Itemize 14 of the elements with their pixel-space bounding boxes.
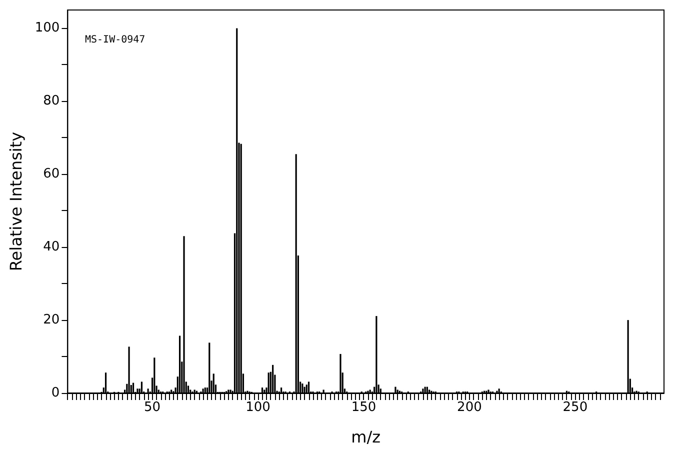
y-tick-label: 60 [43,166,60,182]
x-tick-label: 50 [144,400,161,415]
x-axis-title: m/z [351,428,381,446]
x-tick-label: 250 [562,400,588,415]
x-tick-label: 200 [457,400,482,415]
x-tick-label: 100 [246,400,270,415]
annotation: MS-IW-0947 [85,34,146,46]
y-tick-label: 80 [43,94,60,109]
y-tick-label: 100 [34,20,60,36]
x-tick-label: 150 [351,400,376,415]
y-tick-label: 20 [43,312,60,328]
y-tick-label: 40 [43,240,60,255]
y-tick-label: 0 [51,386,60,400]
y-axis-title: Relative Intensity [6,132,26,272]
